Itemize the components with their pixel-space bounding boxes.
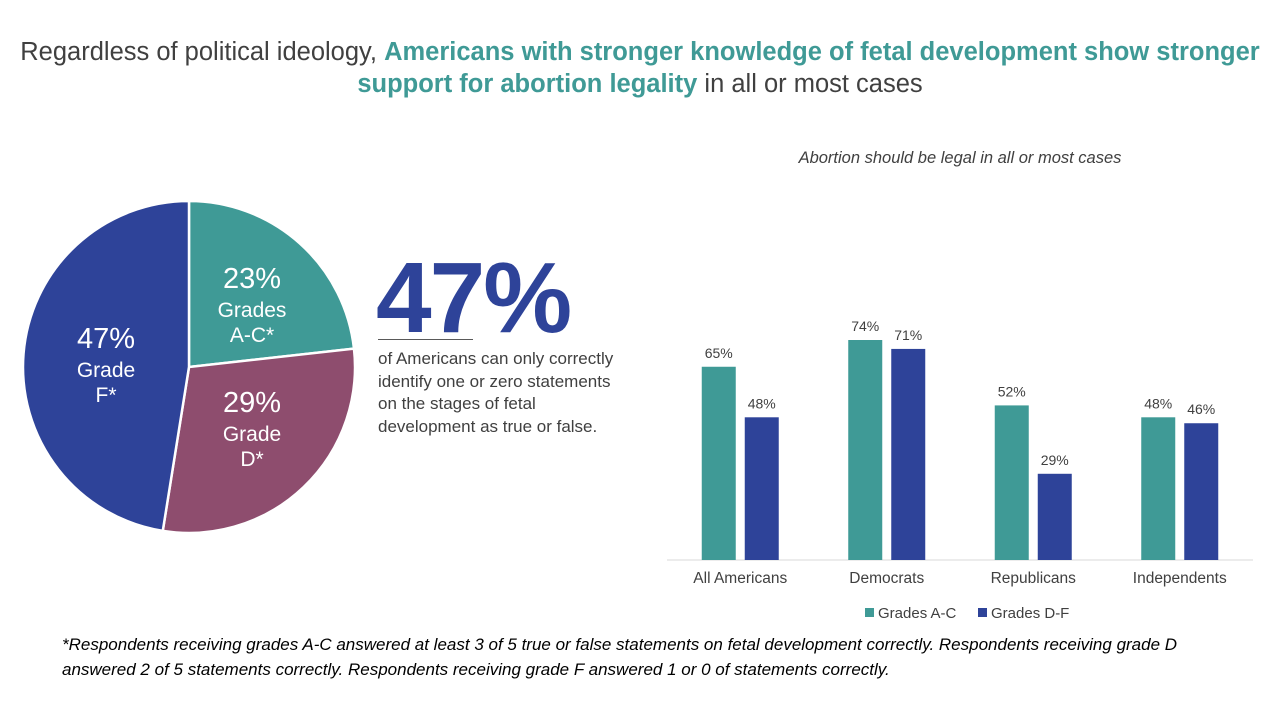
bar-0-3 xyxy=(1141,417,1176,560)
bar-chart-title: Abortion should be legal in all or most … xyxy=(798,149,1122,167)
pie-label-line1: Grades xyxy=(217,299,287,322)
pie-slice-1 xyxy=(161,347,357,535)
pie-label-pct: 47% xyxy=(76,323,136,355)
pie-slice-0 xyxy=(187,199,356,369)
data-label: 71% xyxy=(894,327,922,343)
bar-1-3 xyxy=(1184,423,1219,560)
data-label: 65% xyxy=(705,345,733,361)
data-label: 29% xyxy=(1041,452,1069,468)
legend-label-0: Grades A-C xyxy=(878,605,957,622)
title-highlight: Americans with stronger knowledge of fet… xyxy=(357,38,1260,98)
legend-swatch-0 xyxy=(865,608,874,617)
pie-label-d: 29% Grade D* xyxy=(200,386,304,472)
bar-0-0 xyxy=(701,366,736,560)
pie-label-pct: 29% xyxy=(222,387,282,419)
pie-label-line2: D* xyxy=(240,448,264,471)
page-title: Regardless of political ideology, Americ… xyxy=(20,36,1260,100)
data-label: 74% xyxy=(851,318,879,334)
pie-label-line1: Grade xyxy=(222,423,282,446)
bar-1-0 xyxy=(744,417,779,560)
footnote: *Respondents receiving grades A-C answer… xyxy=(62,635,1178,679)
bar-1-2 xyxy=(1037,473,1072,560)
bar-0-1 xyxy=(848,340,883,560)
pie-label-pct: 23% xyxy=(222,263,282,295)
x-tick-label: Democrats xyxy=(849,570,924,587)
pie-label-line2: A-C* xyxy=(229,324,275,347)
title-part1: Regardless of political ideology, xyxy=(20,38,385,66)
x-tick-label: Independents xyxy=(1133,570,1227,587)
bar-1-1 xyxy=(891,348,926,560)
bar-chart: Abortion should be legal in all or most … xyxy=(667,149,1253,622)
x-tick-label: Republicans xyxy=(991,570,1077,587)
pie-label-f: 47% Grade F* xyxy=(54,322,158,408)
pie-slice-2 xyxy=(21,199,191,533)
stat-divider xyxy=(378,339,473,340)
pie-chart xyxy=(21,199,357,535)
data-label: 52% xyxy=(998,383,1026,399)
bar-0-2 xyxy=(994,405,1029,560)
big-stat-value: 47% xyxy=(376,242,572,354)
stat-description: of Americans can only correctly identify… xyxy=(378,349,614,436)
data-label: 48% xyxy=(1144,395,1172,411)
legend-swatch-1 xyxy=(978,608,987,617)
x-tick-label: All Americans xyxy=(693,570,787,587)
legend-label-1: Grades D-F xyxy=(991,605,1069,622)
pie-label-line1: Grade xyxy=(76,359,136,382)
title-part2: in all or most cases xyxy=(697,70,923,98)
pie-label-line2: F* xyxy=(95,384,117,407)
data-label: 46% xyxy=(1187,401,1215,417)
data-label: 48% xyxy=(748,395,776,411)
pie-label-a-c: 23% Grades A-C* xyxy=(200,262,304,348)
